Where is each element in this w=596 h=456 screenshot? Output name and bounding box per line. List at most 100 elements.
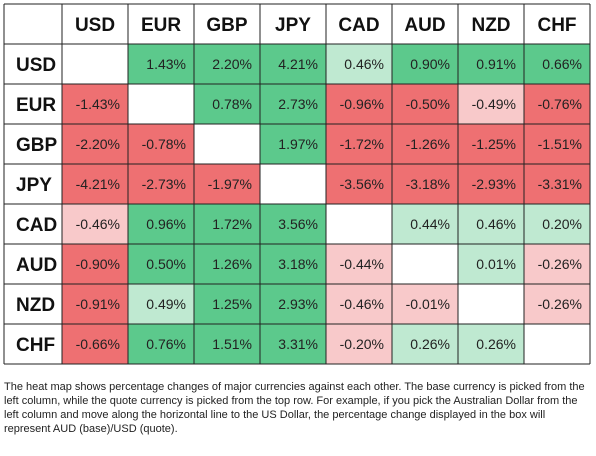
cell-value-label: 1.43% xyxy=(146,56,186,72)
heatmap-cell xyxy=(392,204,458,244)
cell-value-label: 1.51% xyxy=(212,336,252,352)
column-header: NZD xyxy=(471,15,510,36)
cell-value-label: 1.97% xyxy=(278,136,318,152)
heatmap-cell xyxy=(458,44,524,84)
heatmap-cell xyxy=(524,204,590,244)
cell-value-label: 2.20% xyxy=(212,56,252,72)
heatmap-cell xyxy=(194,284,260,324)
cell-value-label: -0.66% xyxy=(76,336,120,352)
cell-value-label: -0.90% xyxy=(76,256,120,272)
heatmap-cell xyxy=(392,44,458,84)
cell-value-label: -0.78% xyxy=(142,136,186,152)
heatmap-cell xyxy=(128,44,194,84)
cell-value-label: -1.43% xyxy=(76,96,120,112)
row-header: GBP xyxy=(16,135,58,156)
cell-value-label: -0.01% xyxy=(406,296,450,312)
cell-value-label: 0.46% xyxy=(344,56,384,72)
heatmap-cell xyxy=(524,284,590,324)
heatmap-cell xyxy=(62,44,128,84)
heatmap-cell xyxy=(194,324,260,364)
cell-value-label: -0.26% xyxy=(538,256,582,272)
heatmap-cell xyxy=(194,84,260,124)
heatmap-cell xyxy=(128,124,194,164)
cell-value-label: 0.20% xyxy=(542,216,582,232)
heatmap-cell xyxy=(458,324,524,364)
cell-value-label: -0.26% xyxy=(538,296,582,312)
cell-value-label: -0.44% xyxy=(340,256,384,272)
cell-value-label: -3.31% xyxy=(538,176,582,192)
column-header: GBP xyxy=(206,15,248,36)
cell-value-label: 1.72% xyxy=(212,216,252,232)
heatmap-cell xyxy=(260,244,326,284)
heatmap-cell xyxy=(392,164,458,204)
cell-value-label: 0.26% xyxy=(476,336,516,352)
heatmap-cell xyxy=(62,284,128,324)
cell-value-label: 0.44% xyxy=(410,216,450,232)
cell-value-label: 0.90% xyxy=(410,56,450,72)
cell-value-label: -0.76% xyxy=(538,96,582,112)
cell-value-label: -3.56% xyxy=(340,176,384,192)
heatmap-cell xyxy=(128,284,194,324)
row-header: AUD xyxy=(16,255,57,276)
cell-value-label: -0.50% xyxy=(406,96,450,112)
cell-value-label: -2.93% xyxy=(472,176,516,192)
cell-value-label: 0.50% xyxy=(146,256,186,272)
heatmap-cell xyxy=(458,124,524,164)
heatmap-cell xyxy=(194,164,260,204)
heatmap-cell xyxy=(458,204,524,244)
row-header: EUR xyxy=(16,95,56,116)
heatmap-cell xyxy=(392,324,458,364)
heatmap-cell xyxy=(62,124,128,164)
cell-value-label: 4.21% xyxy=(278,56,318,72)
cell-value-label: -0.46% xyxy=(76,216,120,232)
heatmap-cell xyxy=(128,204,194,244)
heatmap-cell xyxy=(458,84,524,124)
cell-value-label: 1.26% xyxy=(212,256,252,272)
cell-value-label: 2.93% xyxy=(278,296,318,312)
cell-value-label: 0.49% xyxy=(146,296,186,312)
heatmap-cell xyxy=(326,164,392,204)
row-header: NZD xyxy=(16,295,55,316)
column-header: EUR xyxy=(141,15,181,36)
cell-value-label: 3.56% xyxy=(278,216,318,232)
cell-value-label: -1.72% xyxy=(340,136,384,152)
heatmap-cell xyxy=(260,284,326,324)
heatmap-cell xyxy=(392,84,458,124)
heatmap-cell xyxy=(524,324,590,364)
heatmap-cell xyxy=(128,324,194,364)
cell-value-label: -1.97% xyxy=(208,176,252,192)
cell-value-label: -3.18% xyxy=(406,176,450,192)
cell-value-label: 0.46% xyxy=(476,216,516,232)
cell-value-label: -2.20% xyxy=(76,136,120,152)
currency-heatmap: USD EUR GBP JPY CAD AUD NZD CHF USD EUR GBP JPY CAD A… xyxy=(3,3,591,365)
cell-value-label: 3.31% xyxy=(278,336,318,352)
heatmap-cell xyxy=(326,324,392,364)
cell-value-label: 0.66% xyxy=(542,56,582,72)
cell-value-label: -0.96% xyxy=(340,96,384,112)
heatmap-cell xyxy=(326,244,392,284)
heatmap-cell xyxy=(260,124,326,164)
column-header: CHF xyxy=(537,15,576,36)
heatmap-cell xyxy=(62,84,128,124)
heatmap-cell xyxy=(392,244,458,284)
cell-value-label: -0.20% xyxy=(340,336,384,352)
cell-value-label: -1.25% xyxy=(472,136,516,152)
heatmap-cell xyxy=(62,324,128,364)
cell-value-label: -0.91% xyxy=(76,296,120,312)
cell-value-label: -2.73% xyxy=(142,176,186,192)
heatmap-cell xyxy=(458,284,524,324)
heatmap-cell xyxy=(524,164,590,204)
cell-value-label: 0.76% xyxy=(146,336,186,352)
heatmap-cell xyxy=(326,44,392,84)
cell-value-label: 0.96% xyxy=(146,216,186,232)
heatmap-cell xyxy=(194,124,260,164)
heatmap-cell xyxy=(524,44,590,84)
heatmap-cell xyxy=(260,164,326,204)
cell-value-label: 1.25% xyxy=(212,296,252,312)
heatmap-cell xyxy=(128,84,194,124)
cell-value-label: -1.51% xyxy=(538,136,582,152)
cell-value-label: 0.26% xyxy=(410,336,450,352)
heatmap-cell xyxy=(62,204,128,244)
column-header: USD xyxy=(75,15,115,36)
heatmap-cell xyxy=(326,204,392,244)
